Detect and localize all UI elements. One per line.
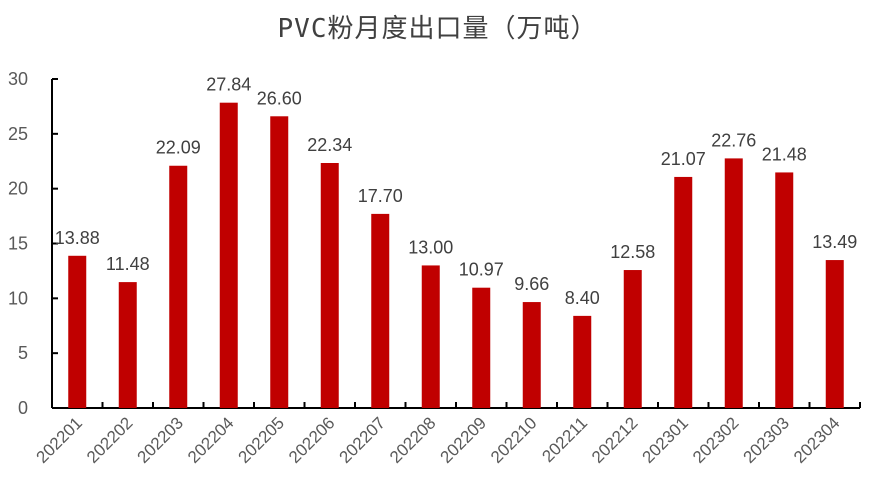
x-tick-label: 202205: [235, 413, 289, 467]
bar: [371, 213, 390, 408]
x-tick-label: 202212: [588, 413, 642, 467]
y-tick-label: 20: [8, 179, 28, 199]
x-tick-label: 202304: [790, 413, 844, 467]
x-tick-label: 202207: [336, 413, 390, 467]
data-label: 22.76: [711, 130, 756, 150]
data-label: 10.97: [459, 260, 504, 280]
x-tick-label: 202202: [83, 413, 137, 467]
bar: [118, 282, 137, 408]
bar: [421, 265, 440, 408]
x-tick-label: 202302: [689, 413, 743, 467]
x-tick-label: 202210: [487, 413, 541, 467]
bar: [623, 270, 642, 408]
bar: [472, 287, 491, 408]
data-label: 11.48: [106, 254, 150, 274]
bar: [522, 302, 541, 408]
y-tick-label: 30: [8, 69, 28, 89]
bar: [724, 158, 743, 408]
y-tick-label: 25: [8, 124, 28, 144]
x-tick-label: 202211: [538, 413, 591, 466]
bar: [68, 255, 87, 408]
data-label: 22.34: [307, 135, 352, 155]
chart-title: PVC粉月度出口量（万吨）: [277, 14, 598, 44]
bar: [674, 176, 693, 408]
data-label: 26.60: [257, 88, 302, 108]
data-label: 12.58: [610, 242, 655, 262]
x-tick-label: 202204: [184, 413, 238, 467]
x-tick-label: 202201: [33, 413, 87, 467]
data-label: 13.49: [812, 232, 857, 252]
x-tick-label: 202301: [639, 413, 693, 467]
x-tick-label: 202206: [285, 413, 339, 467]
bar: [573, 315, 592, 408]
y-tick-label: 5: [18, 343, 28, 363]
data-label: 13.88: [55, 228, 100, 248]
x-tick-label: 202208: [386, 413, 440, 467]
data-label: 21.48: [762, 144, 807, 164]
data-label: 9.66: [514, 274, 549, 294]
x-tick-label: 202203: [134, 413, 188, 467]
y-tick-label: 10: [8, 288, 28, 308]
data-label: 8.40: [565, 288, 600, 308]
data-label: 21.07: [661, 149, 706, 169]
data-label: 13.00: [408, 237, 453, 257]
bar: [825, 260, 844, 408]
bar: [775, 172, 794, 408]
bar: [320, 163, 339, 408]
x-tick-label: 202209: [437, 413, 491, 467]
y-tick-label: 0: [18, 398, 28, 418]
bar: [270, 116, 289, 408]
data-label: 22.09: [156, 138, 201, 158]
y-tick-label: 15: [8, 234, 28, 254]
data-label: 27.84: [206, 75, 251, 95]
bar: [219, 102, 238, 409]
x-tick-label: 202303: [740, 413, 794, 467]
data-label: 17.70: [358, 186, 403, 206]
bar: [169, 165, 188, 408]
